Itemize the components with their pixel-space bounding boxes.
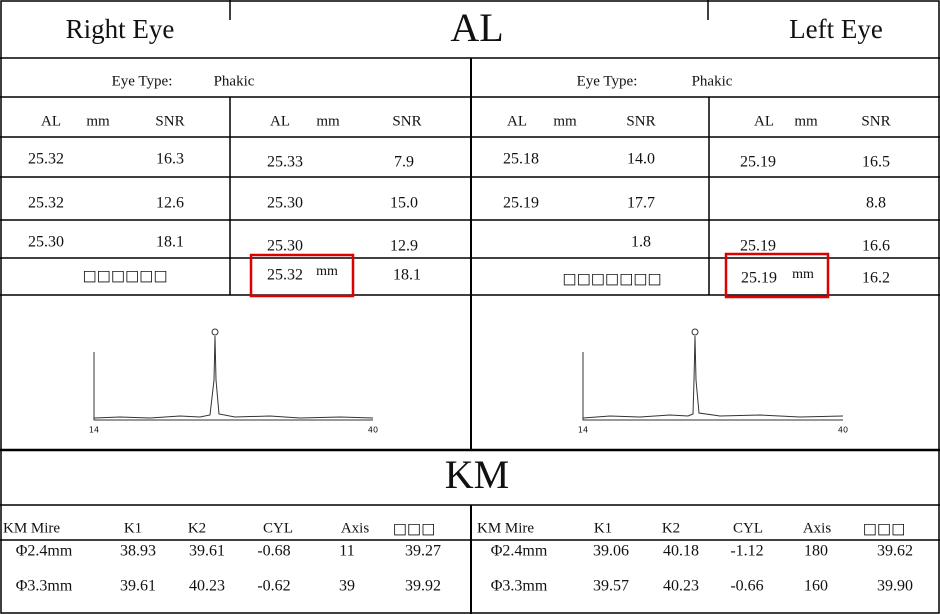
column-header: Axis xyxy=(341,520,370,536)
column-header: K1 xyxy=(124,520,142,536)
summary-unit: mm xyxy=(792,267,814,282)
cell: -0.68 xyxy=(257,543,290,560)
cell: Φ2.4mm xyxy=(491,543,548,560)
cell: -0.62 xyxy=(257,578,290,595)
cell: 39.61 xyxy=(189,543,225,560)
highlight-box xyxy=(249,253,355,298)
summary-label: □□□□□□ xyxy=(82,267,167,285)
column-header: mm xyxy=(316,113,340,129)
summary-al: 25.32 xyxy=(267,267,303,284)
cell: 16.5 xyxy=(862,154,890,171)
cell: 39.61 xyxy=(120,578,156,595)
column-header: SNR xyxy=(626,113,655,129)
cell: 40.23 xyxy=(189,578,225,595)
column-header: SNR xyxy=(155,113,184,129)
cell: -1.12 xyxy=(730,543,763,560)
summary-unit: mm xyxy=(316,264,338,279)
cell: 40.18 xyxy=(663,543,699,560)
cell: 160 xyxy=(804,578,828,595)
cell: 17.7 xyxy=(627,195,655,212)
column-header: mm xyxy=(86,113,110,129)
graph-tick: 40 xyxy=(838,426,848,435)
graph-tick: 14 xyxy=(89,426,99,435)
cell: 39.27 xyxy=(405,543,441,560)
cell: 39.06 xyxy=(593,543,629,560)
graph-tick: 14 xyxy=(578,426,588,435)
cell: 39.62 xyxy=(877,543,913,560)
column-header: K2 xyxy=(188,520,206,536)
cell: 12.9 xyxy=(390,238,418,255)
cell: 18.1 xyxy=(156,234,184,251)
column-header: SNR xyxy=(861,113,890,129)
cell: 25.30 xyxy=(267,238,303,255)
cell: 39 xyxy=(339,578,355,595)
highlight-box xyxy=(724,252,830,299)
eye-title: Right Eye xyxy=(66,14,175,44)
cell: 39.92 xyxy=(405,578,441,595)
graph-tick: 40 xyxy=(368,426,378,435)
summary-snr: 18.1 xyxy=(393,267,421,284)
cell: Φ3.3mm xyxy=(16,578,73,595)
column-header: mm xyxy=(794,113,818,129)
cell: 25.19 xyxy=(740,154,776,171)
right-graph xyxy=(93,328,374,421)
section-title: KM xyxy=(445,452,509,497)
column-header: K1 xyxy=(594,520,612,536)
cell: 1.8 xyxy=(631,234,651,251)
column-header: CYL xyxy=(263,520,293,536)
value: Phakic xyxy=(692,73,733,89)
column-header: AL xyxy=(41,113,61,129)
cell: 16.6 xyxy=(862,238,890,255)
cell: 25.30 xyxy=(267,195,303,212)
column-header: KM Mire xyxy=(3,520,60,536)
cell: 25.18 xyxy=(503,151,539,168)
column-header: □□□ xyxy=(393,520,436,538)
cell: 38.93 xyxy=(120,543,156,560)
cell: 14.0 xyxy=(627,151,655,168)
cell: 25.33 xyxy=(267,154,303,171)
cell: 39.57 xyxy=(593,578,629,595)
column-header: SNR xyxy=(392,113,421,129)
cell: Φ2.4mm xyxy=(16,543,73,560)
cell: 25.32 xyxy=(28,151,64,168)
label: Eye Type: xyxy=(577,73,638,89)
cell: 25.30 xyxy=(28,234,64,251)
cell: 12.6 xyxy=(156,195,184,212)
summary-label: □□□□□□□ xyxy=(562,270,661,288)
summary-al: 25.19 xyxy=(741,270,777,287)
cell: 25.19 xyxy=(740,238,776,255)
column-header: Axis xyxy=(803,520,832,536)
left-graph xyxy=(582,328,844,421)
label: Eye Type: xyxy=(112,73,173,89)
cell: 25.19 xyxy=(503,195,539,212)
cell: 16.3 xyxy=(156,151,184,168)
section-title: AL xyxy=(450,5,503,50)
summary-snr: 16.2 xyxy=(862,270,890,287)
cell: Φ3.3mm xyxy=(491,578,548,595)
column-header: K2 xyxy=(662,520,680,536)
cell: 8.8 xyxy=(866,195,886,212)
cell: 15.0 xyxy=(390,195,418,212)
column-header: AL xyxy=(270,113,290,129)
cell: 11 xyxy=(339,543,354,560)
cell: 25.32 xyxy=(28,195,64,212)
column-header: mm xyxy=(553,113,577,129)
column-header: KM Mire xyxy=(477,520,534,536)
cell: 7.9 xyxy=(394,154,414,171)
eye-title: Left Eye xyxy=(789,14,883,44)
cell: 40.23 xyxy=(663,578,699,595)
cell: -0.66 xyxy=(730,578,763,595)
cell: 180 xyxy=(804,543,828,560)
column-header: CYL xyxy=(733,520,763,536)
value: Phakic xyxy=(214,73,255,89)
column-header: □□□ xyxy=(863,520,906,538)
cell: 39.90 xyxy=(877,578,913,595)
column-header: AL xyxy=(507,113,527,129)
column-header: AL xyxy=(754,113,774,129)
